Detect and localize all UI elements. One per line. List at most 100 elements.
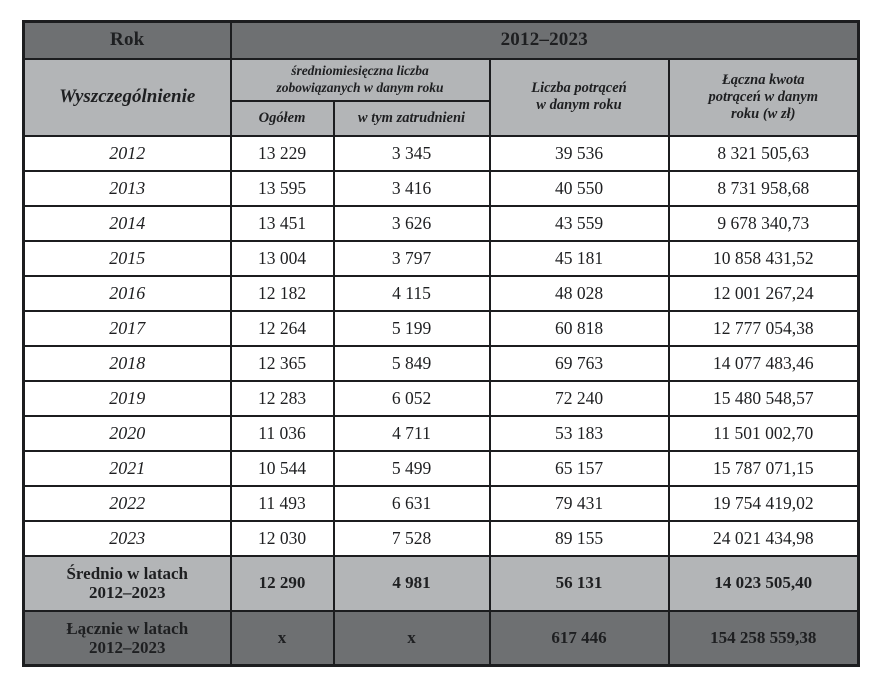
potracenia-cell: 48 028	[488, 274, 670, 312]
table-row: 2021 10 544 5 499 65 157 15 787 071,15	[22, 449, 860, 487]
summary-average-ogolem: 12 290	[229, 554, 335, 612]
kwota-label-line1: Łączna kwota	[721, 71, 805, 88]
ogolem-cell: 12 365	[229, 344, 335, 382]
deductions-table: Rok 2012–2023 Wyszczególnienie średniomi…	[22, 20, 860, 667]
group-header-cell: średniomiesięczna liczba zobowiązanych w…	[229, 57, 491, 102]
summary-total-kwota: 154 258 559,38	[667, 609, 860, 667]
year-cell: 2018	[22, 344, 232, 382]
potracenia-cell: 72 240	[488, 379, 670, 417]
summary-average-row: Średnio w latach 2012–2023 12 290 4 981 …	[22, 554, 860, 612]
table-row: 2017 12 264 5 199 60 818 12 777 054,38	[22, 309, 860, 347]
period-header-cell: 2012–2023	[229, 20, 860, 60]
ogolem-cell: 13 004	[229, 239, 335, 277]
kwota-cell: 10 858 431,52	[667, 239, 860, 277]
summary-average-label-cell: Średnio w latach 2012–2023	[22, 554, 232, 612]
table-row: 2012 13 229 3 345 39 536 8 321 505,63	[22, 134, 860, 172]
year-cell: 2016	[22, 274, 232, 312]
ogolem-cell: 11 036	[229, 414, 335, 452]
kwota-label-line2: potrąceń w danym	[708, 88, 819, 105]
table-row: 2018 12 365 5 849 69 763 14 077 483,46	[22, 344, 860, 382]
summary-total-zatrudnieni: x	[332, 609, 491, 667]
ogolem-cell: 11 493	[229, 484, 335, 522]
table-row: 2013 13 595 3 416 40 550 8 731 958,68	[22, 169, 860, 207]
potracenia-cell: 40 550	[488, 169, 670, 207]
potracenia-cell: 89 155	[488, 519, 670, 557]
kwota-label-line3: roku (w zł)	[731, 105, 796, 122]
summary-total-potracenia: 617 446	[488, 609, 670, 667]
ogolem-cell: 10 544	[229, 449, 335, 487]
summary-average-label-line1: Średnio w latach	[66, 563, 189, 583]
zatrudnieni-cell: 3 797	[332, 239, 491, 277]
rok-header-cell: Rok	[22, 20, 232, 60]
table-row: 2016 12 182 4 115 48 028 12 001 267,24	[22, 274, 860, 312]
table-row: 2022 11 493 6 631 79 431 19 754 419,02	[22, 484, 860, 522]
potracenia-cell: 69 763	[488, 344, 670, 382]
potracenia-cell: 53 183	[488, 414, 670, 452]
potracenia-cell: 45 181	[488, 239, 670, 277]
table-row: 2019 12 283 6 052 72 240 15 480 548,57	[22, 379, 860, 417]
kwota-cell: 8 321 505,63	[667, 134, 860, 172]
year-cell: 2021	[22, 449, 232, 487]
kwota-cell: 19 754 419,02	[667, 484, 860, 522]
kwota-cell: 11 501 002,70	[667, 414, 860, 452]
table-title-row: Rok 2012–2023	[22, 20, 860, 60]
potracenia-header-cell: Liczba potrąceń w danym roku	[488, 57, 670, 137]
ogolem-cell: 12 264	[229, 309, 335, 347]
year-rows: 2012 13 229 3 345 39 536 8 321 505,63 20…	[22, 134, 860, 557]
ogolem-header-cell: Ogółem	[229, 99, 335, 137]
table-row: 2014 13 451 3 626 43 559 9 678 340,73	[22, 204, 860, 242]
year-cell: 2020	[22, 414, 232, 452]
year-cell: 2022	[22, 484, 232, 522]
zatrudnieni-cell: 5 499	[332, 449, 491, 487]
zatrudnieni-cell: 3 626	[332, 204, 491, 242]
wyszczegolnienie-header-cell: Wyszczególnienie	[22, 57, 232, 137]
table-subheader-row: Ogółem w tym zatrudnieni	[24, 99, 859, 137]
summary-total-label-cell: Łącznie w latach 2012–2023	[22, 609, 232, 667]
ogolem-cell: 12 030	[229, 519, 335, 557]
zatrudnieni-cell: 4 711	[332, 414, 491, 452]
potracenia-label-line2: w danym roku	[536, 97, 622, 113]
summary-average-zatrudnieni: 4 981	[332, 554, 491, 612]
group-label-line2: zobowiązanych w danym roku	[276, 79, 444, 95]
kwota-cell: 24 021 434,98	[667, 519, 860, 557]
ogolem-cell: 13 229	[229, 134, 335, 172]
potracenia-cell: 65 157	[488, 449, 670, 487]
zatrudnieni-cell: 7 528	[332, 519, 491, 557]
kwota-cell: 12 777 054,38	[667, 309, 860, 347]
wyszczegolnienie-label: Wyszczególnienie	[59, 86, 196, 107]
kwota-cell: 15 787 071,15	[667, 449, 860, 487]
ogolem-cell: 12 283	[229, 379, 335, 417]
kwota-cell: 9 678 340,73	[667, 204, 860, 242]
year-cell: 2023	[22, 519, 232, 557]
potracenia-label-line1: Liczba potrąceń	[531, 80, 627, 96]
zatrudnieni-cell: 4 115	[332, 274, 491, 312]
potracenia-cell: 79 431	[488, 484, 670, 522]
year-cell: 2019	[22, 379, 232, 417]
group-label-line1: średniomiesięczna liczba	[291, 62, 429, 78]
summary-total-label-line1: Łącznie w latach	[66, 618, 189, 638]
zatrudnieni-cell: 6 631	[332, 484, 491, 522]
summary-average-potracenia: 56 131	[488, 554, 670, 612]
year-cell: 2012	[22, 134, 232, 172]
summary-total-label-line2: 2012–2023	[89, 637, 166, 657]
zatrudnieni-cell: 3 416	[332, 169, 491, 207]
potracenia-cell: 39 536	[488, 134, 670, 172]
kwota-cell: 15 480 548,57	[667, 379, 860, 417]
zatrudnieni-cell: 3 345	[332, 134, 491, 172]
table-header-row: Wyszczególnienie średniomiesięczna liczb…	[22, 57, 860, 137]
potracenia-cell: 43 559	[488, 204, 670, 242]
table-row: 2023 12 030 7 528 89 155 24 021 434,98	[22, 519, 860, 557]
year-cell: 2015	[22, 239, 232, 277]
ogolem-cell: 13 595	[229, 169, 335, 207]
potracenia-cell: 60 818	[488, 309, 670, 347]
summary-total-ogolem: x	[229, 609, 335, 667]
zatrudnieni-cell: 5 199	[332, 309, 491, 347]
table-row: 2020 11 036 4 711 53 183 11 501 002,70	[22, 414, 860, 452]
kwota-cell: 14 077 483,46	[667, 344, 860, 382]
kwota-cell: 12 001 267,24	[667, 274, 860, 312]
year-cell: 2013	[22, 169, 232, 207]
zatrudnieni-cell: 5 849	[332, 344, 491, 382]
summary-average-kwota: 14 023 505,40	[667, 554, 860, 612]
ogolem-cell: 12 182	[229, 274, 335, 312]
